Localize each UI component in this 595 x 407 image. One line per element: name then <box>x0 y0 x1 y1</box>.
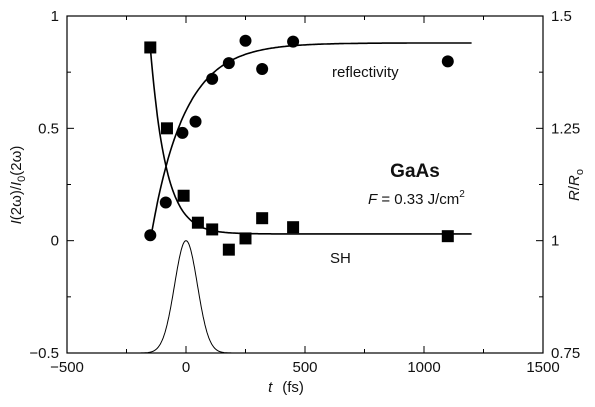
reflectivity-data-point <box>189 115 202 128</box>
axes-group <box>66 15 544 354</box>
reflectivity-data-point <box>159 196 172 209</box>
curves-group <box>67 42 543 354</box>
x-tick-label: 0 <box>182 359 190 376</box>
fluence-value: = 0.33 J/cm <box>377 191 459 208</box>
sh-data-point <box>256 212 269 225</box>
ylabel_right-part-0: R <box>566 190 583 201</box>
fluence-unit-exponent: 2 <box>459 189 465 200</box>
x-tick-label: 1500 <box>526 359 559 376</box>
reflectivity-data-point <box>144 229 157 242</box>
x-tick-label: −500 <box>50 359 84 376</box>
y-left-tick-label: 0.5 <box>38 120 59 137</box>
plot-frame <box>66 15 544 354</box>
ylabel_right-part-2: R <box>566 175 583 186</box>
fluence-label: F = 0.33 J/cm2 <box>368 189 465 208</box>
sh-data-point <box>206 223 219 236</box>
reflectivity-label: reflectivity <box>332 64 399 81</box>
reflectivity-data-point <box>287 35 300 48</box>
sh-data-point <box>177 189 190 202</box>
fluence-symbol: F <box>368 191 378 208</box>
sh-data-point <box>160 122 173 135</box>
y-left-tick-label: 0 <box>51 233 59 250</box>
x-axis-title-symbol: t <box>268 379 273 396</box>
fit-curve <box>149 42 472 241</box>
reflectivity-data-point <box>176 126 189 139</box>
sh-label: SH <box>330 250 351 267</box>
ylabel_right-part-3: o <box>574 169 586 175</box>
points-group <box>144 34 454 256</box>
x-axis-title: t (fs) <box>268 379 304 396</box>
y-left-tick-label: 1 <box>51 8 59 25</box>
y-right-tick-label: 1.25 <box>551 120 580 137</box>
x-tick-label: 500 <box>292 359 317 376</box>
ylabel_left-part-3: 0 <box>16 176 28 182</box>
reflectivity-data-point <box>239 34 252 47</box>
reflectivity-data-point <box>222 57 235 70</box>
y-right-tick-label: 1 <box>551 233 559 250</box>
ylabel_left-part-4: (2ω) <box>8 146 25 176</box>
y-axis-left-title: I(2ω)/I0(2ω) <box>8 146 28 225</box>
ylabel_right-part-1: / <box>566 185 583 190</box>
ylabel_left-part-0: I <box>8 220 25 224</box>
sh-data-point <box>287 221 300 234</box>
sh-data-point <box>144 41 157 54</box>
sh-data-point <box>191 216 204 229</box>
material-label: GaAs <box>390 161 440 182</box>
ylabel_left-part-1: (2ω)/ <box>8 185 25 220</box>
y-left-tick-label: −0.5 <box>29 345 59 362</box>
y-right-tick-label: 0.75 <box>551 345 580 362</box>
reflectivity-data-point <box>441 55 454 68</box>
y-right-tick-label: 1.5 <box>551 8 572 25</box>
reflectivity-data-point <box>206 72 219 85</box>
reflectivity-data-point <box>256 63 269 76</box>
x-axis-title-unit: (fs) <box>282 379 304 396</box>
pump-pulse-curve <box>67 240 543 354</box>
tick-labels-group: −500 0 500 1000 1500 −0.5 0 0.5 1 0.75 1 1.25 1.5 <box>29 8 580 376</box>
y-axis-right-title: R/Ro <box>566 169 586 201</box>
ylabel_left-part-2: I <box>8 182 25 186</box>
sh-data-point <box>239 232 252 245</box>
sh-data-point <box>222 243 235 256</box>
x-tick-label: 1000 <box>407 359 440 376</box>
sh-data-point <box>441 230 454 243</box>
